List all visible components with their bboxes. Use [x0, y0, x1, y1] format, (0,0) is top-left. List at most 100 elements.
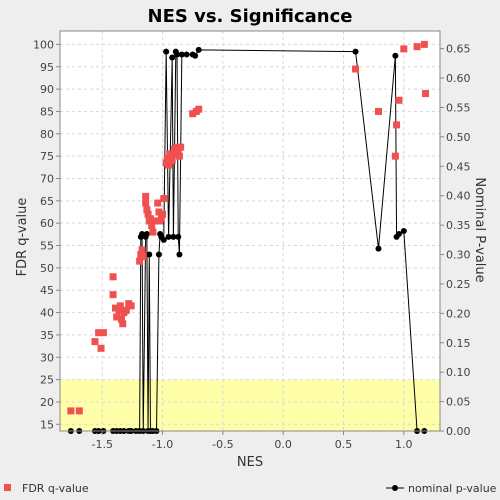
y-right-tick-label: 0.15	[446, 337, 471, 350]
y-right-tick-label: 0.45	[446, 160, 471, 173]
chart-title: NES vs. Significance	[148, 6, 353, 27]
fdr-point	[157, 215, 165, 223]
series-layer	[67, 40, 430, 434]
y-left-tick-label: 40	[40, 307, 54, 320]
y-left-tick-label: 90	[40, 83, 54, 96]
fdr-point	[138, 246, 146, 254]
pvalue-point	[395, 230, 402, 237]
pvalue-point	[155, 251, 162, 258]
fdr-point	[143, 206, 151, 214]
legend-fdr-swatch	[4, 484, 11, 491]
y-right-tick-label: 0.05	[446, 396, 471, 409]
fdr-point	[177, 143, 185, 151]
fdr-point	[118, 315, 126, 323]
pvalue-point	[146, 251, 153, 258]
pvalue-point	[174, 51, 181, 58]
y-right-tick-label: 0.10	[446, 366, 471, 379]
y-left-tick-label: 30	[40, 351, 54, 364]
y-left-tick-label: 80	[40, 128, 54, 141]
pvalue-point	[192, 52, 199, 59]
y-right-axis-title: Nominal P-value	[472, 177, 487, 282]
legend-pvalue-label: nominal p-value	[408, 482, 497, 495]
pvalue-point	[195, 46, 202, 53]
pvalue-point	[143, 230, 150, 237]
fdr-point	[144, 210, 152, 218]
fdr-point	[173, 143, 181, 151]
fdr-point	[395, 96, 403, 104]
fdr-point	[413, 43, 421, 51]
pvalue-point	[183, 51, 190, 58]
y-left-tick-label: 20	[40, 396, 54, 409]
legend-pvalue-marker	[392, 485, 398, 491]
fdr-point	[165, 161, 173, 169]
y-left-axis-title: FDR q-value	[15, 198, 30, 277]
x-tick-label: -1.5	[91, 438, 112, 451]
fdr-point	[166, 150, 174, 158]
y-left-tick-label: 55	[40, 240, 54, 253]
y-right-tick-label: 0.40	[446, 190, 471, 203]
fdr-point	[146, 215, 154, 223]
pvalue-point	[375, 245, 382, 252]
fdr-point	[174, 148, 182, 156]
fdr-point	[393, 121, 401, 129]
fdr-point	[374, 107, 382, 115]
fdr-point	[160, 195, 168, 203]
pvalue-point	[170, 233, 177, 240]
fdr-point	[116, 302, 124, 310]
fdr-point	[136, 257, 144, 265]
x-tick-label: 0.0	[274, 438, 292, 451]
y-right-tick-label: 0.35	[446, 219, 471, 232]
pvalue-point	[176, 251, 183, 258]
y-right-tick-label: 0.65	[446, 43, 471, 56]
fdr-point	[97, 344, 105, 352]
fdr-point	[391, 152, 399, 160]
fdr-point	[195, 105, 203, 113]
fdr-point	[163, 154, 171, 162]
fdr-point	[148, 221, 156, 229]
fdr-point	[352, 65, 360, 73]
fdr-point	[189, 110, 197, 118]
y-left-tick-label: 25	[40, 374, 54, 387]
y-right-tick-label: 0.50	[446, 131, 471, 144]
pvalue-point	[175, 233, 182, 240]
y-left-tick-label: 75	[40, 150, 54, 163]
pvalue-point	[352, 48, 359, 55]
fdr-point	[168, 157, 176, 165]
fdr-point	[151, 217, 159, 225]
legend-item-fdr: FDR q-value	[4, 482, 89, 495]
y-right-tick-label: 0.30	[446, 249, 471, 262]
y-right-tick-label: 0.60	[446, 72, 471, 85]
x-axis-title: NES	[237, 455, 263, 470]
fdr-point	[422, 90, 430, 98]
plot-border	[59, 30, 441, 432]
fdr-point	[420, 40, 428, 48]
x-tick-label: -1.0	[152, 438, 173, 451]
legend-fdr-label: FDR q-value	[22, 482, 89, 495]
pvalue-point	[178, 51, 185, 58]
fdr-point	[113, 313, 121, 321]
y-left-tick-label: 50	[40, 262, 54, 275]
fdr-point	[119, 320, 127, 328]
y-left-tick-label: 65	[40, 195, 54, 208]
x-tick-label: -0.5	[212, 438, 233, 451]
y-left-tick-label: 85	[40, 105, 54, 118]
pvalue-point	[169, 54, 176, 61]
fdr-point	[149, 228, 157, 236]
y-left-tick-label: 15	[40, 418, 54, 431]
fdr-point	[111, 304, 119, 312]
pvalue-point	[163, 48, 170, 55]
fdr-point	[99, 329, 107, 337]
fdr-point	[122, 306, 130, 314]
y-left-tick-label: 70	[40, 172, 54, 185]
x-tick-label: 1.0	[395, 438, 413, 451]
fdr-point	[400, 45, 408, 53]
legend: FDR q-value nominal p-value	[4, 482, 497, 495]
significance-band	[60, 379, 440, 431]
fdr-point	[154, 199, 162, 207]
y-left-tick-label: 35	[40, 329, 54, 342]
y-left-tick-label: 95	[40, 61, 54, 74]
fdr-point	[142, 192, 150, 200]
pvalue-point	[160, 236, 167, 243]
tick-labels: 15 20 25 30 35 40 45 50 55 60 65 70 75 80 85 90 95 100 -1.…	[33, 38, 471, 451]
